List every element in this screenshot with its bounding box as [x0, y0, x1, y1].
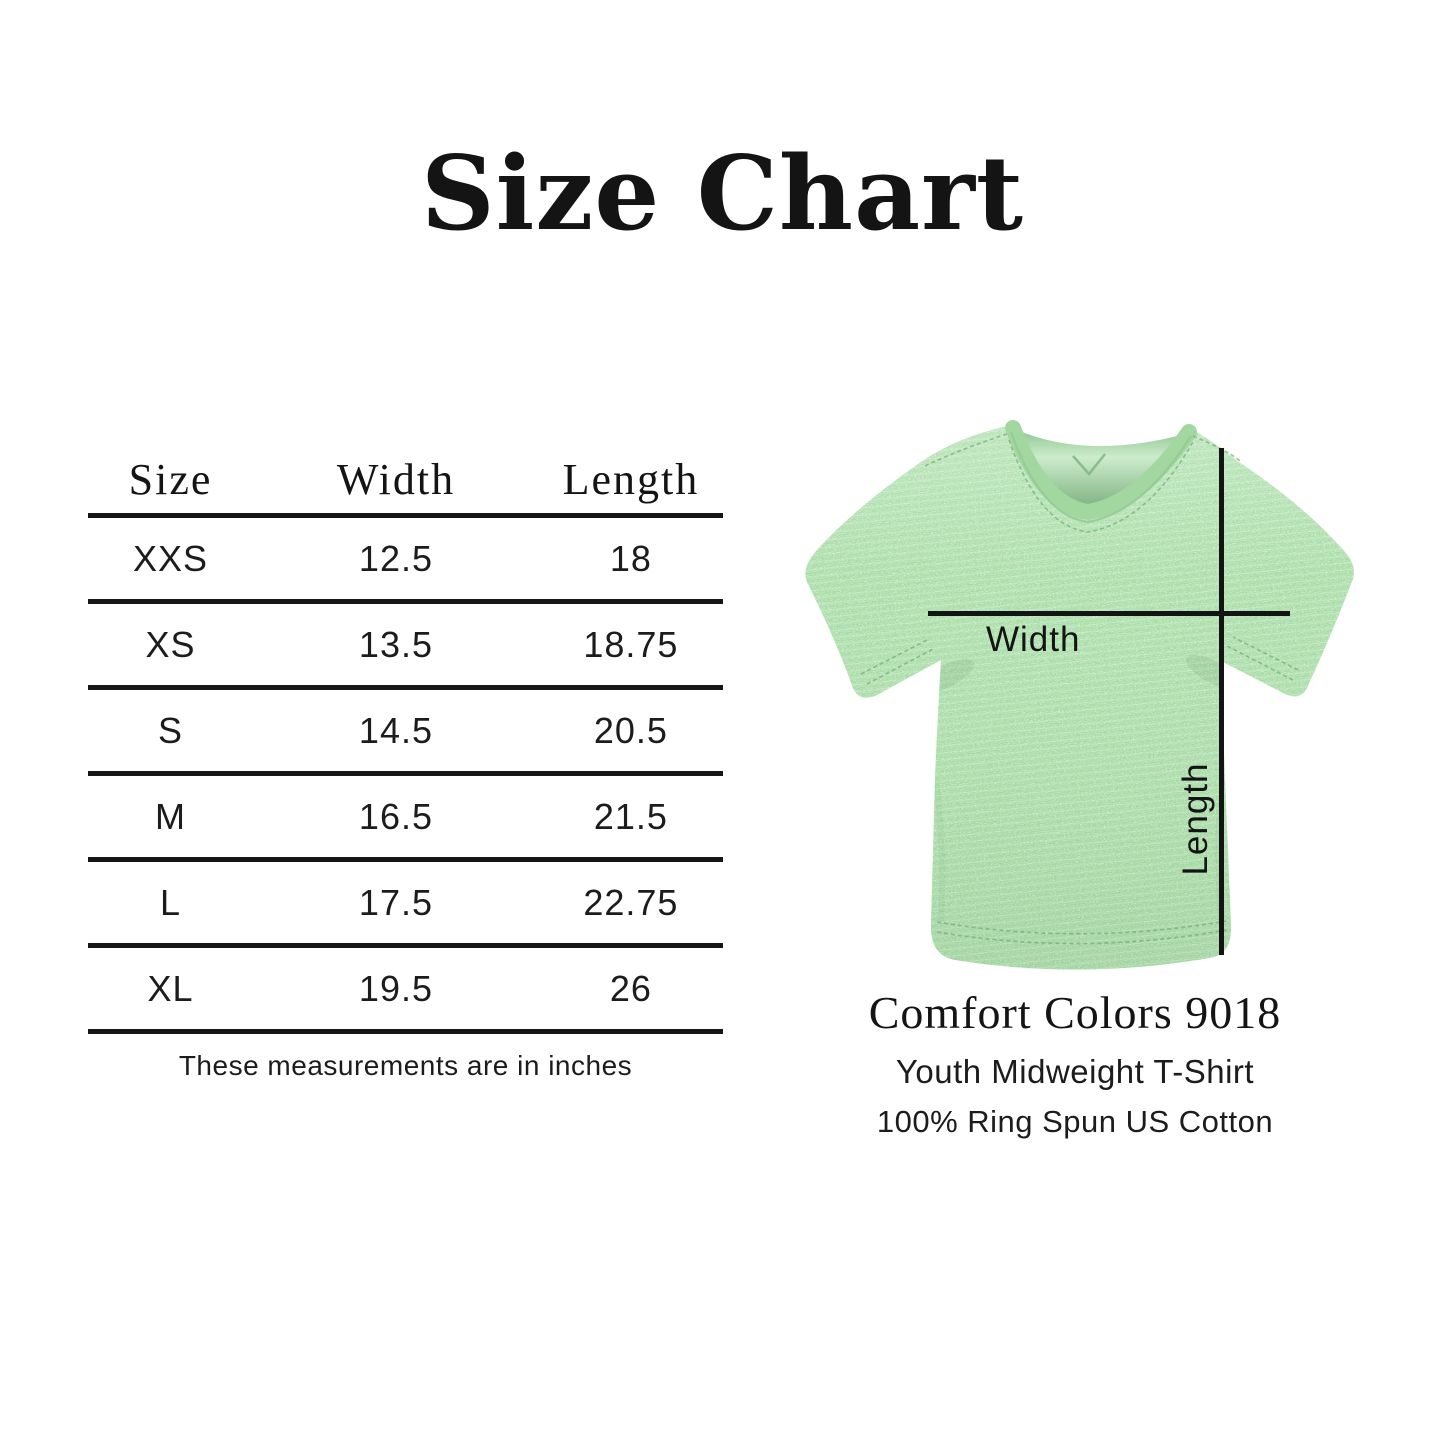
cell-width: 19.5	[358, 967, 433, 1009]
table-row: XS 13.5 18.75	[88, 604, 723, 690]
tshirt-collar-band	[1005, 420, 1197, 521]
cell-size: XS	[145, 623, 196, 665]
cell-length: 20.5	[593, 709, 668, 751]
tshirt-graphic	[795, 408, 1365, 993]
header-size: Size	[128, 454, 213, 504]
cell-size: L	[160, 881, 182, 923]
table-note: These measurements are in inches	[178, 1050, 633, 1081]
header-width: Width	[336, 454, 456, 504]
table-row: M 16.5 21.5	[88, 776, 723, 862]
cell-size: XXS	[133, 537, 209, 579]
product-type: Youth Midweight T-Shirt	[895, 1053, 1255, 1090]
cell-length: 21.5	[593, 795, 668, 837]
width-line	[928, 611, 1290, 616]
tshirt-stitching	[860, 433, 1299, 945]
cell-width: 14.5	[358, 709, 433, 751]
length-line	[1219, 448, 1224, 955]
tshirt-svg	[805, 420, 1354, 970]
width-label: Width	[986, 620, 1081, 659]
table-header-row: Size Width Length	[88, 445, 723, 518]
cell-size: XL	[147, 967, 194, 1009]
cell-length: 26	[609, 967, 652, 1009]
table-row: XL 19.5 26	[88, 948, 723, 1034]
table-row: L 17.5 22.75	[88, 862, 723, 948]
cell-size: M	[155, 795, 187, 837]
page-title: Size Chart	[420, 134, 1025, 254]
cell-width: 16.5	[358, 795, 433, 837]
table-row: XXS 12.5 18	[88, 518, 723, 604]
header-length: Length	[562, 454, 700, 504]
tshirt-collar-opening	[1017, 430, 1185, 508]
collar-v-fold	[1072, 453, 1106, 476]
table-row: S 14.5 20.5	[88, 690, 723, 776]
cell-length: 18.75	[583, 623, 679, 665]
cell-length: 22.75	[583, 881, 679, 923]
product-material: 100% Ring Spun US Cotton	[876, 1104, 1274, 1139]
cell-width: 12.5	[358, 537, 433, 579]
length-label: Length	[1176, 762, 1215, 876]
size-table: Size Width Length XXS 12.5 18 XS 13.5 18…	[88, 445, 723, 1034]
tshirt-collar-edge	[1009, 431, 1192, 524]
product-caption: Comfort Colors 9018 Youth Midweight T-Sh…	[790, 986, 1360, 1140]
cell-width: 17.5	[358, 881, 433, 923]
cell-length: 18	[609, 537, 652, 579]
product-name: Comfort Colors 9018	[868, 987, 1282, 1038]
cell-width: 13.5	[358, 623, 433, 665]
cell-size: S	[158, 709, 184, 751]
